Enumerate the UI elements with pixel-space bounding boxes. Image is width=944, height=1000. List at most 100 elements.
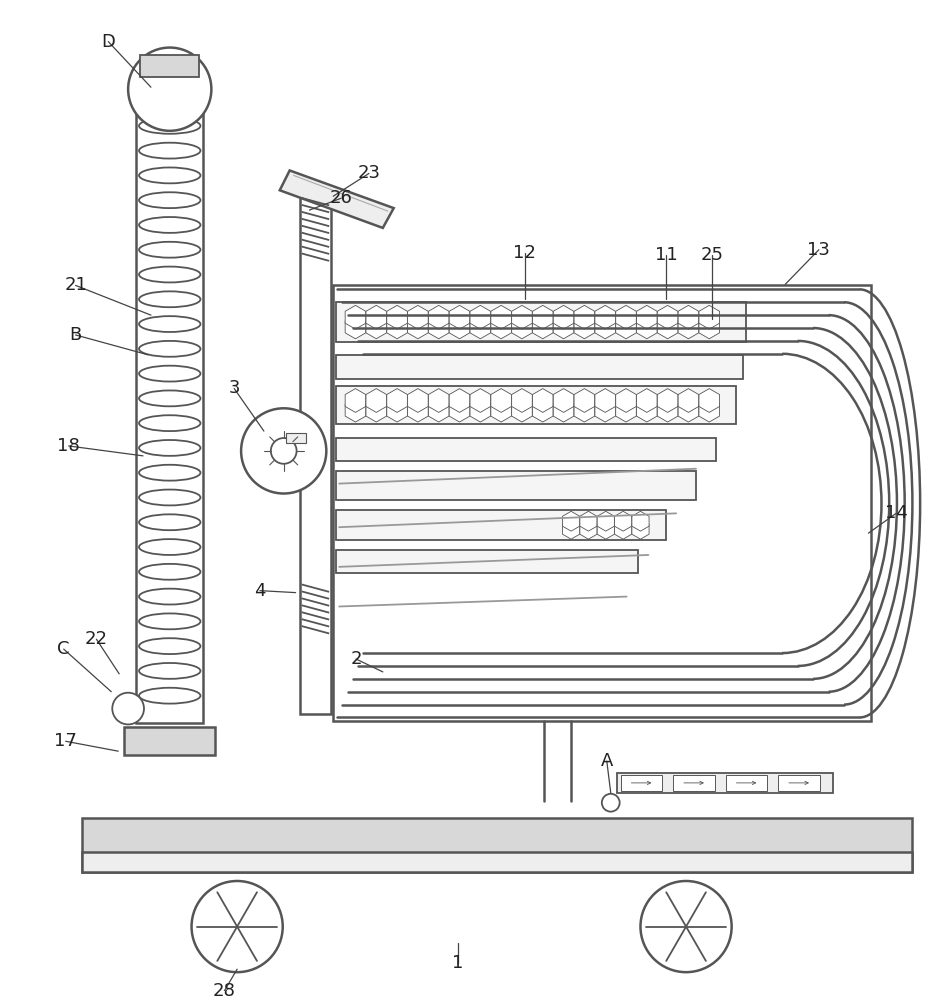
Polygon shape — [597, 519, 614, 539]
Polygon shape — [511, 398, 531, 422]
Polygon shape — [407, 305, 428, 329]
Polygon shape — [428, 389, 448, 412]
Polygon shape — [386, 305, 407, 329]
Text: 25: 25 — [700, 246, 722, 264]
Polygon shape — [407, 398, 428, 422]
Polygon shape — [345, 398, 365, 422]
Polygon shape — [490, 398, 511, 422]
Bar — [299, 188, 331, 714]
Polygon shape — [490, 315, 511, 339]
Bar — [333, 285, 870, 721]
Polygon shape — [614, 511, 631, 531]
Polygon shape — [615, 315, 635, 339]
Polygon shape — [531, 389, 552, 412]
Polygon shape — [279, 170, 394, 228]
Polygon shape — [699, 305, 718, 329]
Bar — [672, 775, 714, 791]
Polygon shape — [615, 389, 635, 412]
Polygon shape — [678, 389, 698, 412]
Polygon shape — [365, 398, 386, 422]
Polygon shape — [469, 305, 490, 329]
Text: 23: 23 — [357, 164, 380, 182]
Bar — [620, 775, 662, 791]
Polygon shape — [490, 305, 511, 329]
Polygon shape — [595, 305, 615, 329]
Polygon shape — [448, 389, 469, 412]
Polygon shape — [448, 315, 469, 339]
Polygon shape — [615, 398, 635, 422]
Polygon shape — [699, 398, 718, 422]
Text: 4: 4 — [254, 582, 265, 600]
Polygon shape — [562, 511, 579, 531]
Bar — [725, 775, 767, 791]
Text: 28: 28 — [212, 982, 235, 1000]
Polygon shape — [632, 511, 649, 531]
Polygon shape — [448, 398, 469, 422]
Circle shape — [640, 881, 731, 972]
Polygon shape — [469, 315, 490, 339]
Polygon shape — [490, 389, 511, 412]
Polygon shape — [386, 398, 407, 422]
Polygon shape — [678, 315, 698, 339]
Polygon shape — [552, 315, 573, 339]
Polygon shape — [407, 389, 428, 412]
Text: 18: 18 — [58, 437, 80, 455]
Polygon shape — [511, 389, 531, 412]
Bar — [124, 727, 215, 755]
Polygon shape — [365, 389, 386, 412]
Text: 22: 22 — [85, 630, 108, 648]
Polygon shape — [678, 305, 698, 329]
Polygon shape — [428, 398, 448, 422]
Text: 14: 14 — [884, 504, 906, 522]
Polygon shape — [365, 305, 386, 329]
Polygon shape — [657, 305, 677, 329]
Polygon shape — [469, 389, 490, 412]
Polygon shape — [573, 389, 594, 412]
Text: 3: 3 — [228, 379, 240, 397]
Polygon shape — [636, 398, 656, 422]
Polygon shape — [365, 315, 386, 339]
Polygon shape — [531, 315, 552, 339]
Bar — [140, 55, 199, 77]
Polygon shape — [531, 398, 552, 422]
Circle shape — [112, 693, 143, 724]
Text: 2: 2 — [350, 650, 362, 668]
Bar — [336, 438, 715, 461]
Text: 1: 1 — [452, 954, 464, 972]
Polygon shape — [699, 315, 718, 339]
Bar — [336, 510, 666, 540]
Polygon shape — [678, 398, 698, 422]
Bar — [336, 355, 742, 379]
Polygon shape — [636, 315, 656, 339]
Polygon shape — [657, 389, 677, 412]
Polygon shape — [552, 389, 573, 412]
Polygon shape — [511, 305, 531, 329]
Circle shape — [601, 794, 619, 812]
Bar — [336, 386, 734, 424]
Bar — [81, 852, 911, 872]
Polygon shape — [595, 389, 615, 412]
Text: 26: 26 — [329, 189, 352, 207]
Bar — [778, 775, 819, 791]
Text: C: C — [58, 640, 70, 658]
Polygon shape — [636, 305, 656, 329]
Polygon shape — [573, 315, 594, 339]
Polygon shape — [386, 315, 407, 339]
Polygon shape — [595, 398, 615, 422]
Text: 17: 17 — [54, 732, 77, 750]
Bar — [136, 104, 203, 723]
Polygon shape — [580, 519, 597, 539]
Polygon shape — [657, 398, 677, 422]
Bar — [81, 818, 911, 872]
Polygon shape — [428, 305, 448, 329]
Polygon shape — [615, 305, 635, 329]
Bar — [285, 433, 305, 443]
Polygon shape — [428, 315, 448, 339]
Polygon shape — [595, 315, 615, 339]
Text: D: D — [101, 33, 115, 51]
Polygon shape — [614, 519, 631, 539]
Polygon shape — [552, 305, 573, 329]
Text: B: B — [70, 326, 81, 344]
Polygon shape — [597, 511, 614, 531]
Polygon shape — [699, 389, 718, 412]
